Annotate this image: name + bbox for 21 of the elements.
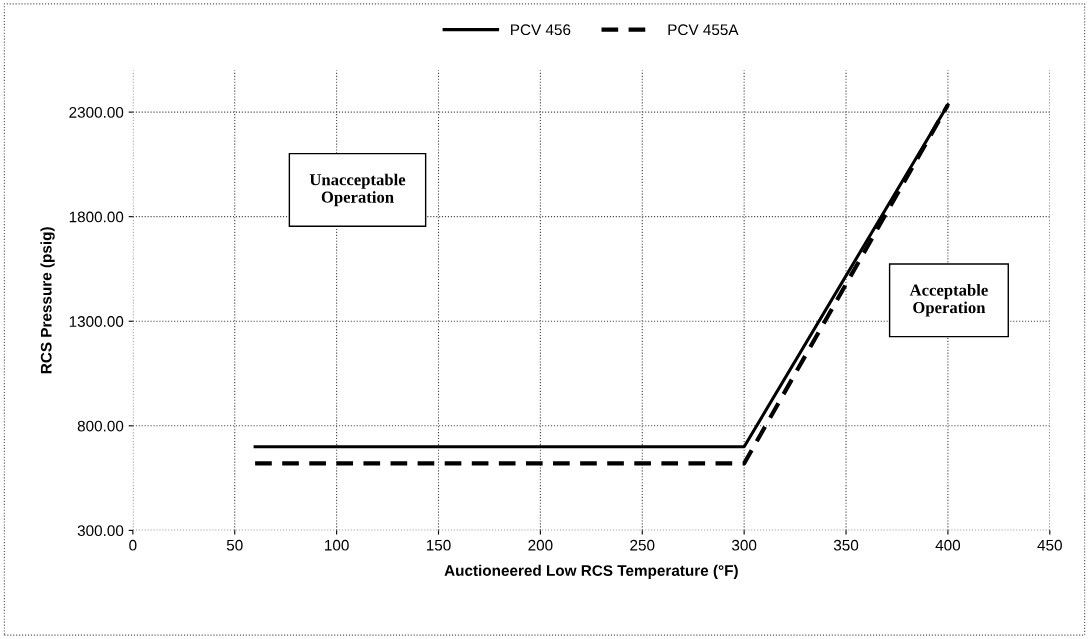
x-tick-label: 300 xyxy=(731,539,757,551)
x-tick-label: 50 xyxy=(226,539,243,551)
x-tick-label: 100 xyxy=(325,539,349,551)
x-tick-label: 150 xyxy=(426,539,451,551)
legend-label: PCV 455A xyxy=(668,24,739,36)
x-tick-label: 200 xyxy=(528,539,553,551)
x-axis-title: Auctioneered Low RCS Temperature (°F) xyxy=(444,564,738,579)
y-tick-label: 1800.00 xyxy=(69,211,124,223)
y-tick-label: 800.00 xyxy=(77,420,124,432)
y-tick-label: 1300.00 xyxy=(69,316,124,327)
x-tick-label: 450 xyxy=(1037,539,1062,551)
x-tick-label: 350 xyxy=(833,539,859,551)
x-tick-label: 400 xyxy=(935,539,961,551)
x-tick-label: 0 xyxy=(129,539,137,551)
y-tick-label: 300.00 xyxy=(77,525,124,537)
legend-label: PCV 456 xyxy=(511,24,571,36)
annotation: Acceptable Operation xyxy=(909,284,988,317)
y-tick-label: 2300.00 xyxy=(69,106,124,118)
y-axis-title: RCS Pressure (psig) xyxy=(40,227,55,374)
x-tick-label: 250 xyxy=(630,539,655,551)
annotation: Unacceptable Operation xyxy=(309,173,406,207)
